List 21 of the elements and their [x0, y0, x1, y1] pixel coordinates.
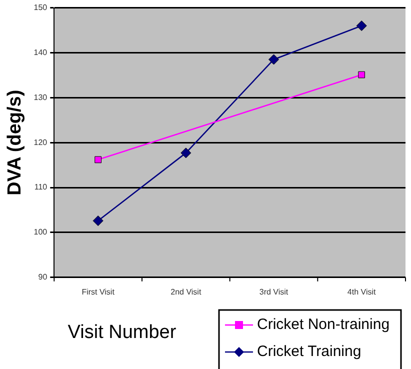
- point: [180, 148, 192, 158]
- y-tick-label: 90: [38, 272, 48, 282]
- legend-label: Cricket Non-training: [257, 316, 390, 334]
- point: [268, 54, 279, 65]
- y-tick-label: 120: [34, 138, 48, 147]
- legend-label: Cricket Training: [257, 343, 362, 360]
- point: [94, 156, 102, 164]
- x-tick-label: 2nd Visit: [170, 287, 202, 296]
- x-axis-title: Visit Number: [68, 322, 177, 344]
- y-axis-title: DVA (deg/s): [4, 90, 26, 196]
- y-tick-label: 130: [34, 92, 48, 102]
- y-tick-label: 100: [34, 228, 48, 237]
- point: [92, 216, 104, 226]
- point: [358, 71, 366, 78]
- y-tick-label: 150: [34, 3, 48, 12]
- x-tick-label: 4th Visit: [347, 287, 377, 296]
- x-tick-label: 3rd Visit: [259, 287, 289, 296]
- x-tick-label: First Visit: [82, 287, 116, 296]
- y-tick-label: 140: [34, 48, 48, 57]
- point: [356, 20, 367, 32]
- y-tick-label: 110: [34, 182, 48, 192]
